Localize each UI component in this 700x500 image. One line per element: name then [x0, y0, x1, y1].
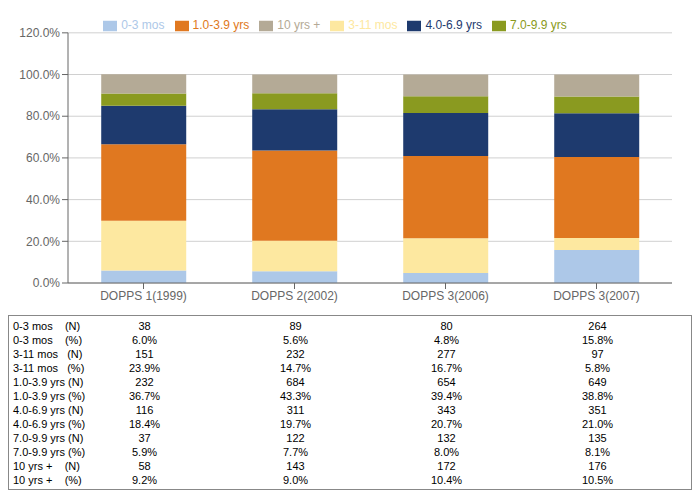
- html-text:10.4%: 10.4%: [430, 474, 463, 486]
- html-text:7.0-9.9 yrs: 7.0-9.9 yrs: [510, 18, 567, 32]
- html-text:0-3 mos: 0-3 mos: [121, 18, 165, 32]
- html-text:18.4%: 18.4%: [128, 418, 161, 430]
- html-text:7.0-9.9 yrs (%): 7.0-9.9 yrs (%): [13, 446, 86, 458]
- svg-text:DOPPS 3(2006): DOPPS 3(2006): [402, 289, 489, 303]
- html-text:1.0-3.9 yrs: 1.0-3.9 yrs: [192, 18, 250, 32]
- html-text:23.9%: 23.9%: [128, 362, 161, 374]
- html-text:36.7%: 36.7%: [128, 390, 161, 402]
- html-text:97: 97: [591, 348, 604, 360]
- html-text:10 yrs + (%): 10 yrs + (%): [13, 474, 82, 486]
- html-text:122: 122: [286, 432, 305, 444]
- html-text:277: 277: [437, 348, 456, 360]
- html-text:343: 343: [437, 404, 456, 416]
- html-text:132: 132: [437, 432, 456, 444]
- html-text:684: 684: [286, 376, 305, 388]
- html-text:21.0%: 21.0%: [581, 418, 614, 430]
- html-text:143: 143: [286, 460, 305, 472]
- html-text:4.0-6.9 yrs: 4.0-6.9 yrs: [425, 18, 483, 32]
- html-text:7.0-9.9 yrs (N): 7.0-9.9 yrs (N): [13, 432, 84, 444]
- html-text:232: 232: [286, 348, 305, 360]
- svg-text:20.0%: 20.0%: [26, 235, 60, 249]
- html-text:3-11 mos (N): 3-11 mos (N): [13, 348, 83, 360]
- html-text:10 yrs +: 10 yrs +: [277, 18, 321, 32]
- html-text:15.8%: 15.8%: [581, 334, 614, 346]
- html-text:80: 80: [440, 320, 453, 332]
- html-text:4.0-6.9 yrs (%): 4.0-6.9 yrs (%): [13, 418, 86, 430]
- svg-text:0.0%: 0.0%: [33, 276, 61, 290]
- html-text:5.6%: 5.6%: [283, 334, 308, 346]
- html-text:7.7%: 7.7%: [283, 446, 308, 458]
- html-text:58: 58: [138, 460, 151, 472]
- html-text:19.7%: 19.7%: [279, 418, 312, 430]
- html-text:16.7%: 16.7%: [430, 362, 463, 374]
- html-text:6.0%: 6.0%: [132, 334, 157, 346]
- html-text:232: 232: [135, 376, 154, 388]
- svg-text:DOPPS 3(2007): DOPPS 3(2007): [553, 289, 640, 303]
- html-text:311: 311: [286, 404, 305, 416]
- svg-text:40.0%: 40.0%: [26, 193, 60, 207]
- html-text:10 yrs + (N): 10 yrs + (N): [13, 460, 80, 472]
- html-text:176: 176: [588, 460, 607, 472]
- html-text:9.0%: 9.0%: [283, 474, 308, 486]
- html-text:351: 351: [588, 404, 607, 416]
- svg-text:100.0%: 100.0%: [19, 68, 60, 82]
- html-text:89: 89: [289, 320, 302, 332]
- html-text:116: 116: [135, 404, 154, 416]
- html-text:38: 38: [138, 320, 151, 332]
- html-text:654: 654: [437, 376, 456, 388]
- html-text:3-11 mos (%): 3-11 mos (%): [13, 362, 85, 374]
- html-text:9.2%: 9.2%: [132, 474, 157, 486]
- html-text:39.4%: 39.4%: [430, 390, 463, 402]
- svg-text:DOPPS 2(2002): DOPPS 2(2002): [251, 289, 338, 303]
- svg-text:DOPPS 1(1999): DOPPS 1(1999): [100, 289, 187, 303]
- html-text:14.7%: 14.7%: [279, 362, 312, 374]
- html-text:649: 649: [588, 376, 607, 388]
- html-text:3-11 mos: 3-11 mos: [348, 18, 398, 32]
- html-text:5.8%: 5.8%: [585, 362, 610, 374]
- html-text:0-3 mos (%): 0-3 mos (%): [13, 334, 83, 346]
- html-text:135: 135: [588, 432, 607, 444]
- html-text:1.0-3.9 yrs (N): 1.0-3.9 yrs (N): [13, 376, 84, 388]
- html-text:264: 264: [588, 320, 607, 332]
- html-text:151: 151: [135, 348, 154, 360]
- html-text:1.0-3.9 yrs (%): 1.0-3.9 yrs (%): [13, 390, 86, 402]
- html-text:172: 172: [437, 460, 456, 472]
- html-text:10.5%: 10.5%: [581, 474, 614, 486]
- html-text:4.0-6.9 yrs (N): 4.0-6.9 yrs (N): [13, 404, 84, 416]
- svg-text:120.0%: 120.0%: [19, 26, 60, 40]
- html-text:0-3 mos (N): 0-3 mos (N): [13, 320, 81, 332]
- html-text:5.9%: 5.9%: [132, 446, 157, 458]
- html-text:20.7%: 20.7%: [430, 418, 463, 430]
- html-text:4.8%: 4.8%: [434, 334, 459, 346]
- svg-text:80.0%: 80.0%: [26, 109, 60, 123]
- html-text:43.3%: 43.3%: [279, 390, 312, 402]
- html-text:37: 37: [138, 432, 151, 444]
- html-text:8.1%: 8.1%: [585, 446, 610, 458]
- svg-text:60.0%: 60.0%: [26, 151, 60, 165]
- html-text:8.0%: 8.0%: [434, 446, 459, 458]
- html-text:38.8%: 38.8%: [581, 390, 614, 402]
